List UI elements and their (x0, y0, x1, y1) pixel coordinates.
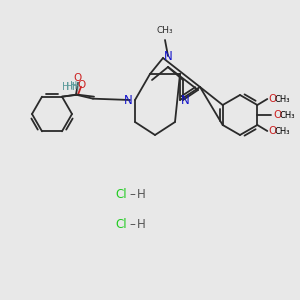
Text: N: N (124, 94, 132, 106)
Text: O: O (273, 110, 282, 120)
Text: –: – (129, 188, 135, 202)
Text: H: H (70, 81, 78, 91)
Text: H: H (66, 82, 74, 92)
Text: CH₃: CH₃ (279, 110, 295, 119)
Text: Cl: Cl (115, 218, 127, 232)
Text: –: – (129, 218, 135, 232)
Text: O: O (74, 73, 82, 83)
Text: CH₃: CH₃ (274, 127, 290, 136)
Text: H: H (62, 82, 70, 92)
Text: O: O (268, 94, 277, 104)
Text: H: H (137, 188, 146, 202)
Text: N: N (164, 50, 172, 62)
Text: O: O (268, 126, 277, 136)
Text: CH₃: CH₃ (157, 26, 173, 35)
Text: H: H (72, 82, 80, 92)
Text: Cl: Cl (115, 188, 127, 202)
Text: CH₃: CH₃ (274, 94, 290, 103)
Text: O: O (77, 80, 85, 90)
Text: N: N (181, 94, 189, 107)
Text: H: H (137, 218, 146, 232)
